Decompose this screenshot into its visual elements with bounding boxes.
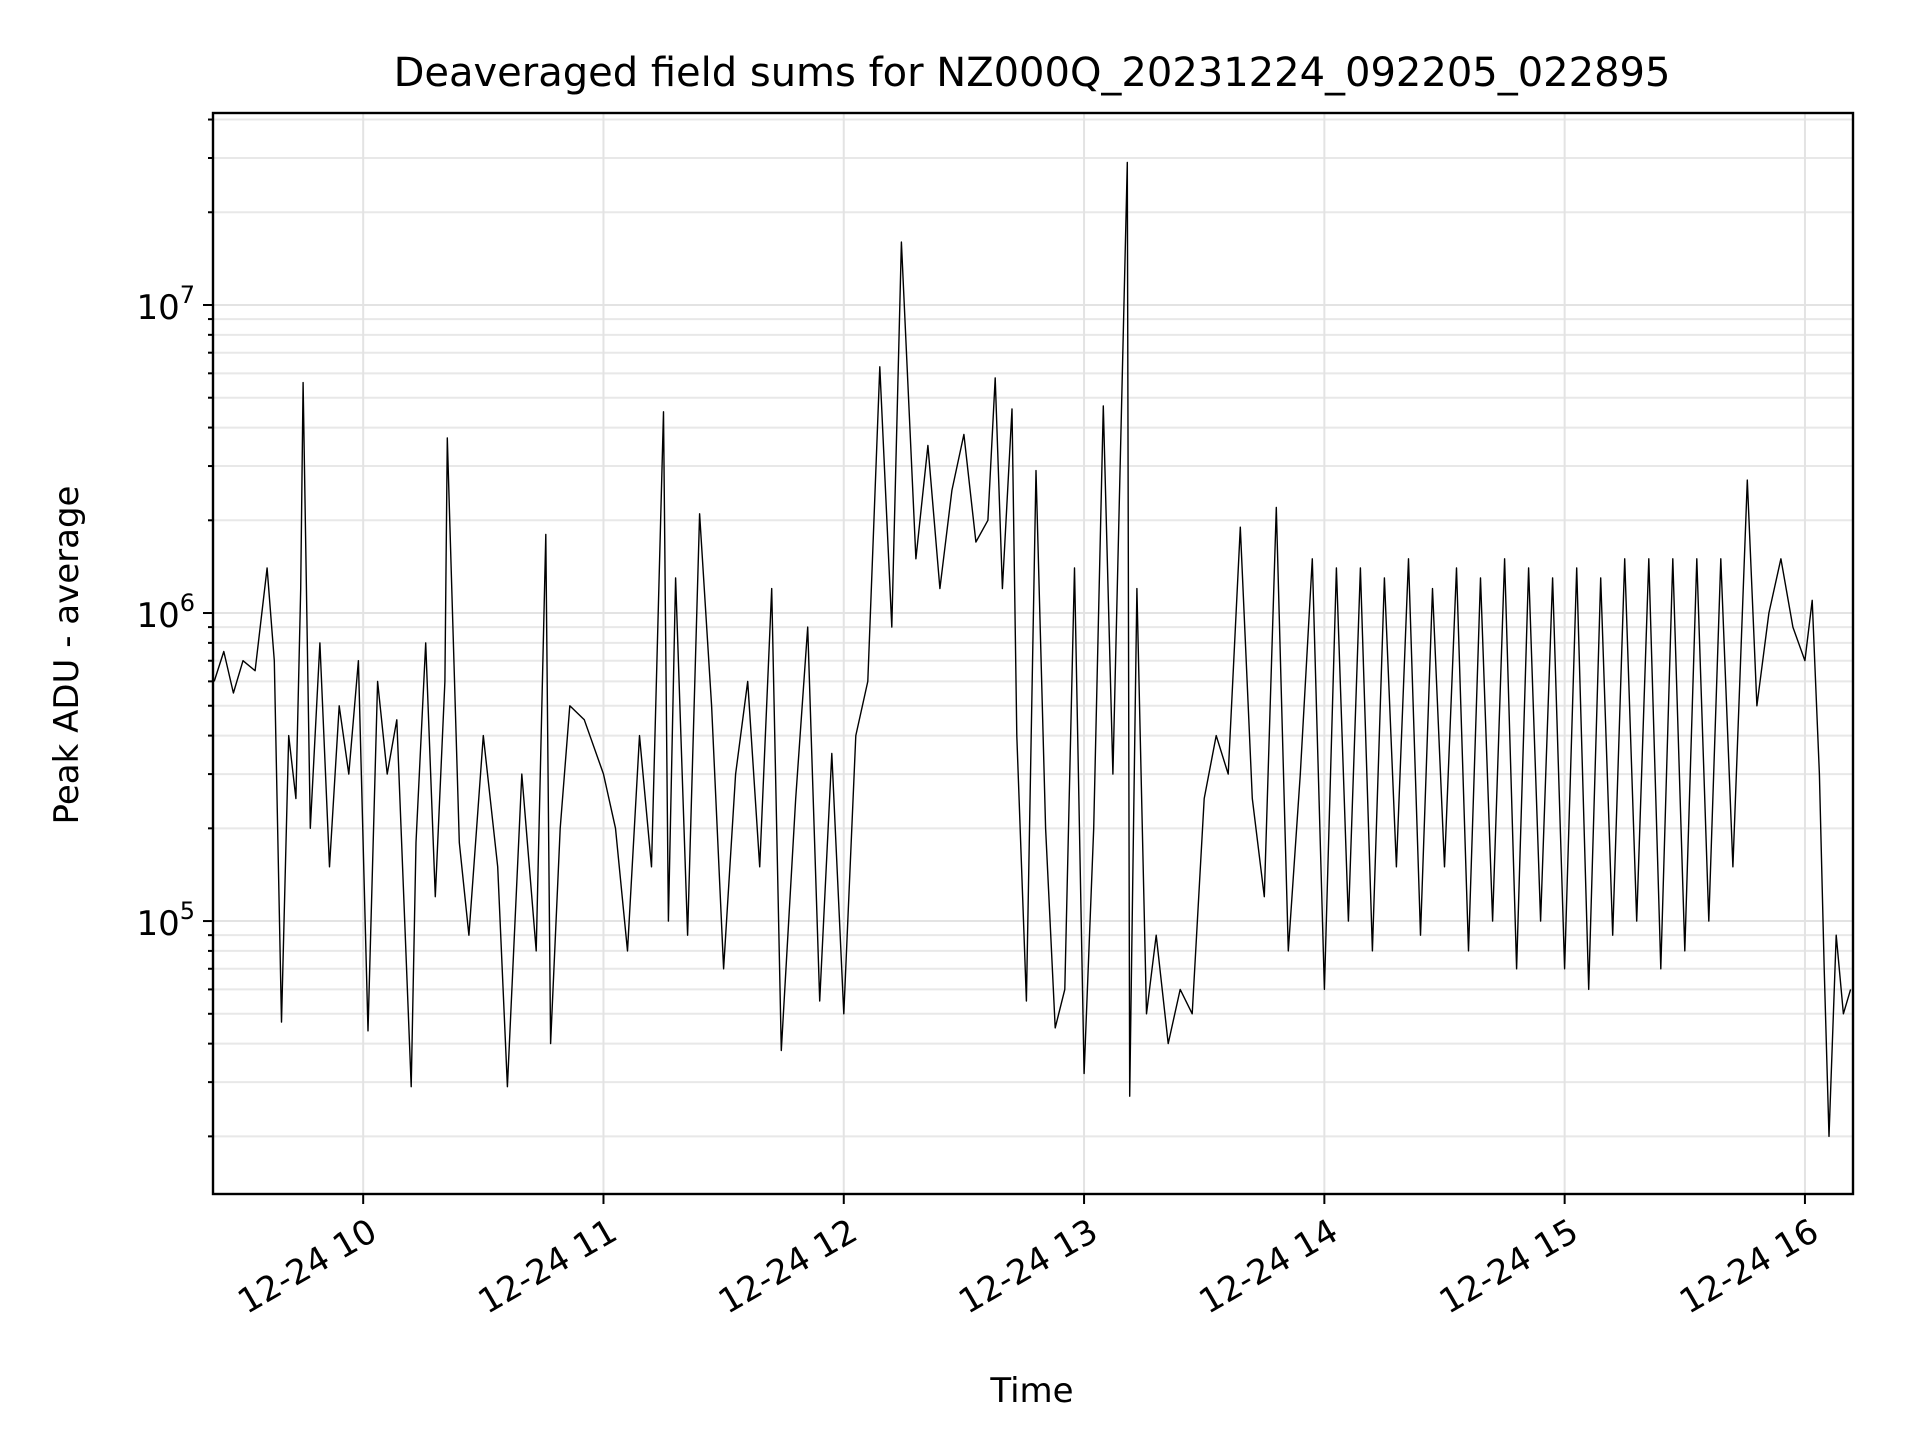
x-tick-label: 12-24 15 — [1433, 1211, 1585, 1322]
x-axis-label: Time — [989, 1371, 1073, 1411]
x-tick-label: 12-24 16 — [1673, 1211, 1825, 1322]
y-tick-label: 106 — [136, 589, 195, 636]
x-tick-label: 12-24 13 — [952, 1211, 1104, 1322]
x-tick-label: 12-24 10 — [231, 1211, 383, 1322]
plot-frame — [211, 111, 1855, 1196]
x-tick-label: 12-24 14 — [1192, 1211, 1344, 1322]
y-tick-label: 107 — [136, 281, 195, 328]
x-axis-ticks: 12-24 10 12-24 11 12-24 12 12-24 13 12-24 14… — [231, 1194, 1825, 1322]
series-line — [213, 161, 1852, 1138]
x-tick-label: 12-24 11 — [472, 1211, 624, 1322]
series-layer — [213, 161, 1852, 1138]
x-tick-label: 12-24 12 — [712, 1211, 864, 1322]
chart-title: Deaveraged field sums for NZ000Q_2023122… — [394, 50, 1671, 96]
y-axis-ticks: 105 106 107 — [136, 118, 213, 1138]
y-tick-label: 105 — [136, 897, 195, 944]
y-axis-label: Peak ADU - average — [47, 486, 87, 825]
